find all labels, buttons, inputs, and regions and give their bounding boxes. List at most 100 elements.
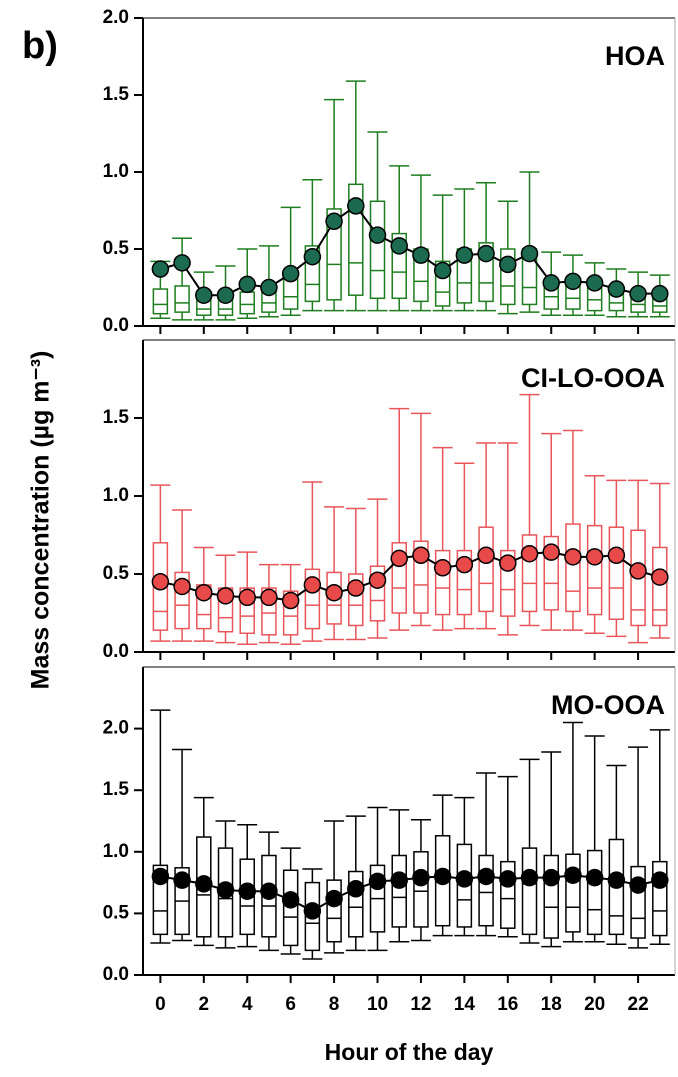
mean-marker <box>238 588 256 607</box>
box <box>565 523 581 613</box>
y-tick-label: 2.0 <box>103 7 129 28</box>
mean-marker <box>585 274 604 292</box>
mean-marker <box>499 554 517 572</box>
mean-marker <box>281 891 300 909</box>
box <box>456 549 473 616</box>
mean-marker <box>238 882 256 900</box>
panel-label: b) <box>22 25 58 67</box>
box <box>174 285 190 313</box>
mean-marker <box>412 246 430 264</box>
mean-marker <box>368 571 387 589</box>
mean-marker <box>195 583 213 602</box>
mean-marker <box>499 255 517 274</box>
x-tick-label: 14 <box>454 994 476 1015</box>
panel-title: MO-OOA <box>551 690 665 720</box>
mean-marker <box>195 286 213 304</box>
mean-line <box>160 551 661 602</box>
box <box>348 573 364 627</box>
mean-marker <box>390 871 408 889</box>
mean-marker <box>390 237 408 255</box>
mean-marker <box>433 559 452 577</box>
mean-marker <box>281 591 300 610</box>
mean-marker <box>433 261 452 280</box>
mean-marker <box>238 275 256 294</box>
box <box>391 232 407 300</box>
mean-marker <box>173 254 191 272</box>
mean-line <box>160 874 661 913</box>
box <box>174 571 190 630</box>
mean-marker <box>499 870 517 888</box>
mean-marker <box>520 868 539 887</box>
x-tick-label: 16 <box>497 994 518 1015</box>
box <box>282 590 299 636</box>
mean-marker <box>477 244 495 263</box>
x-axis-label: Hour of the day <box>325 1039 494 1065</box>
box <box>239 858 255 936</box>
box <box>348 870 364 938</box>
box <box>391 854 407 928</box>
box <box>565 853 581 933</box>
mean-marker <box>564 548 582 566</box>
box <box>543 535 559 611</box>
mean-marker <box>216 587 235 605</box>
y-tick-label: 1.5 <box>103 84 130 105</box>
box <box>239 291 255 315</box>
mean-marker <box>303 902 322 920</box>
y-tick-label: 0.0 <box>103 315 129 336</box>
box <box>500 248 516 306</box>
mean-marker <box>281 264 300 283</box>
box <box>326 571 342 625</box>
y-tick-label: 0.5 <box>103 563 130 584</box>
box <box>434 260 451 307</box>
box <box>478 526 494 613</box>
mean-marker <box>455 870 474 888</box>
y-tick-label: 0.5 <box>103 902 130 923</box>
box <box>239 587 255 635</box>
box <box>652 546 668 627</box>
mean-marker <box>390 549 408 568</box>
mean-marker <box>651 284 669 303</box>
box <box>369 200 386 300</box>
mean-marker <box>564 866 582 884</box>
mean-marker <box>607 871 626 889</box>
mean-marker <box>651 568 669 586</box>
box <box>434 549 451 616</box>
mean-marker <box>195 875 213 893</box>
mean-marker <box>585 868 604 887</box>
mean-marker <box>477 867 495 886</box>
mean-marker <box>412 868 430 887</box>
box <box>282 869 299 947</box>
mean-marker <box>564 272 582 291</box>
mean-marker <box>173 871 191 889</box>
mean-marker <box>368 872 387 891</box>
box <box>630 865 646 939</box>
box <box>261 587 277 636</box>
box <box>652 860 668 937</box>
panel-title: CI-LO-OOA <box>521 363 665 393</box>
mean-marker <box>542 543 560 561</box>
box <box>630 529 646 627</box>
x-tick-label: 18 <box>541 994 562 1015</box>
mean-marker <box>520 244 539 263</box>
box <box>304 568 321 630</box>
mean-marker <box>629 562 647 580</box>
mean-marker <box>585 548 604 566</box>
mean-marker <box>651 871 669 889</box>
x-tick-label: 10 <box>367 994 388 1015</box>
mean-marker <box>629 284 647 303</box>
x-tick-label: 22 <box>628 994 649 1015</box>
mean-marker <box>433 867 452 886</box>
box <box>369 565 386 622</box>
panel-title: HOA <box>605 41 665 71</box>
mean-marker <box>629 876 647 894</box>
y-tick-label: 1.0 <box>103 841 129 862</box>
box <box>304 245 321 303</box>
y-tick-label: 1.5 <box>103 407 130 428</box>
box <box>500 549 516 617</box>
x-tick-label: 0 <box>155 994 166 1015</box>
mean-marker <box>542 868 560 887</box>
mean-marker <box>303 247 322 266</box>
mean-marker <box>347 197 365 215</box>
box <box>521 534 538 613</box>
